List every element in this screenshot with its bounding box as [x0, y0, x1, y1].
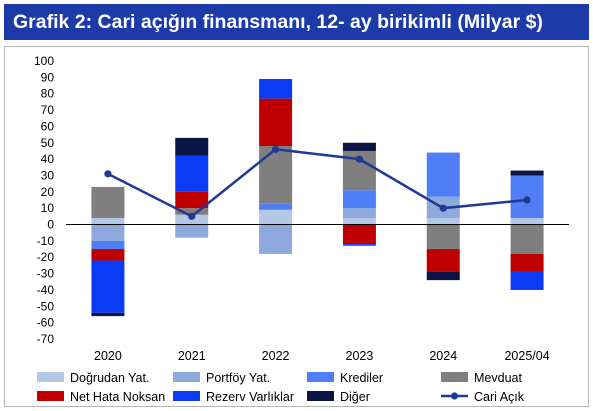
bar-segment [510, 271, 544, 290]
y-tick-label: -60 [37, 316, 55, 330]
x-tick-label: 2023 [346, 349, 374, 363]
legend-label: Cari Açık [474, 390, 525, 404]
legend-swatch [173, 372, 200, 382]
bar-segment [175, 191, 209, 209]
bar-segment [91, 224, 125, 241]
stacked-bar-chart: 1009080706050403020100-10-20-30-40-50-60… [34, 54, 569, 404]
bar-segment [510, 224, 544, 254]
bar-segment [91, 260, 125, 313]
x-tick-label: 2021 [178, 349, 206, 363]
legend-label: Rezerv Varlıklar [206, 390, 294, 404]
legend-swatch [307, 372, 334, 382]
bar-segment [259, 209, 293, 225]
legend-swatch [37, 391, 64, 401]
legend-label: Krediler [340, 371, 383, 385]
y-tick-label: 50 [41, 136, 55, 150]
y-tick-label: 60 [41, 119, 55, 133]
bar-segment [259, 203, 293, 210]
bar-segment [426, 152, 460, 197]
bar-segment [175, 208, 209, 215]
legend-label: Net Hata Noksan [70, 390, 165, 404]
bar-segment [510, 217, 544, 225]
legend-swatch [441, 372, 468, 382]
bar-segment [259, 98, 293, 147]
line-point [439, 204, 447, 212]
line-point [271, 145, 280, 153]
y-tick-label: -50 [37, 299, 55, 313]
bar-segment [259, 78, 293, 99]
bar-segment [342, 208, 376, 218]
bar-segment [259, 224, 293, 254]
y-tick-label: 0 [47, 218, 54, 232]
legend-swatch [173, 391, 200, 401]
legend-swatch [37, 372, 64, 382]
y-tick-label: 80 [41, 87, 55, 101]
y-tick-label: 90 [41, 70, 55, 84]
bar-segment [342, 224, 376, 245]
x-tick-label: 2020 [94, 349, 122, 363]
y-tick-label: -20 [37, 250, 55, 264]
y-tick-label: 40 [41, 152, 55, 166]
legend-label: Portföy Yat. [206, 371, 270, 385]
y-tick-label: 70 [41, 103, 55, 117]
bar-segment [91, 217, 125, 225]
bar-segment [91, 240, 125, 250]
bar-segment [91, 249, 125, 261]
line-point [523, 196, 531, 204]
legend-swatch [307, 391, 334, 401]
bar-segment [510, 253, 544, 272]
legend-label: Diğer [340, 390, 370, 404]
bar-segment [426, 271, 460, 281]
x-axis: 2020 2021 2022 2023 2024 2025/04 [94, 349, 550, 363]
cari-acik-line [107, 148, 528, 218]
bar-segment [175, 155, 209, 192]
chart-frame: 100 90 80 70 60 50 40 30 20 10 0 -10 -20 -30 -40 -50 -60… [4, 46, 589, 407]
bar-segment [426, 224, 460, 250]
bar-segment [175, 224, 209, 238]
y-tick-label: 30 [41, 168, 55, 182]
y-axis: 1009080706050403020100-10-20-30-40-50-60… [34, 54, 54, 346]
y-tick-label: -30 [37, 267, 55, 281]
y-tick-label: 100 [34, 54, 54, 68]
y-tick-label: -70 [37, 332, 55, 346]
line-point [188, 212, 196, 220]
legend-label: Doğrudan Yat. [70, 371, 149, 385]
chart-title: Grafik 2: Cari açığın finansmanı, 12- ay… [4, 4, 589, 40]
line-point [104, 170, 112, 178]
bar-segment [426, 217, 460, 225]
bar-segment [510, 170, 544, 176]
bar-segment [175, 137, 209, 156]
y-tick-label: 10 [41, 201, 55, 215]
bar-segment [259, 146, 293, 204]
legend-line-marker [450, 392, 459, 400]
x-tick-label: 2025/04 [504, 349, 549, 363]
bar-segment [342, 217, 376, 225]
line-series [104, 145, 531, 220]
bar-segment [91, 312, 125, 317]
legend-label: Mevduat [474, 371, 522, 385]
bar-segment [91, 186, 125, 218]
y-tick-label: -10 [37, 234, 55, 248]
bar-segment [342, 244, 376, 246]
x-tick-label: 2022 [262, 349, 290, 363]
x-tick-label: 2024 [429, 349, 457, 363]
y-tick-label: 20 [41, 185, 55, 199]
bar-segment [342, 142, 376, 151]
line-point [355, 155, 364, 163]
bar-segment [426, 249, 460, 272]
y-tick-label: -40 [37, 283, 55, 297]
bar-segment [342, 190, 376, 209]
bar-segments [91, 78, 544, 317]
legend: Doğrudan Yat. Portföy Yat. Krediler Mevduat… [37, 371, 525, 404]
